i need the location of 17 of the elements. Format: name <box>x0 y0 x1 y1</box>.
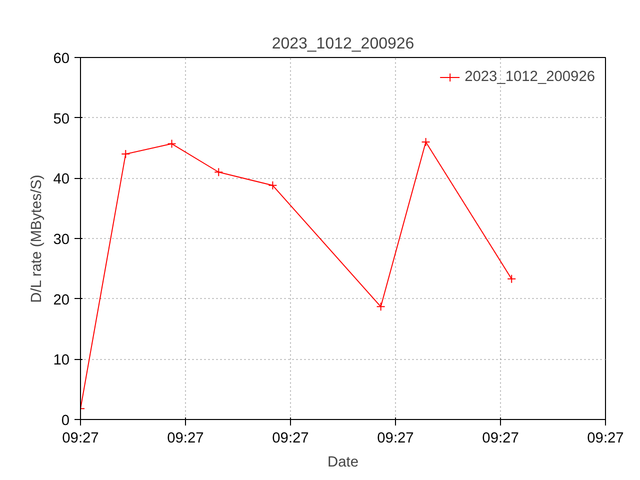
x-tick-label: 09:27 <box>482 430 519 446</box>
y-tick-label: 0 <box>61 413 70 429</box>
x-tick-label: 09:27 <box>62 430 99 446</box>
y-axis-title: D/L rate (MBytes/S) <box>29 174 46 303</box>
y-tick-label: 10 <box>53 352 70 369</box>
x-tick-label: 09:27 <box>377 430 414 446</box>
x-tick-label: 09:27 <box>272 430 309 446</box>
x-axis-title: Date <box>328 454 358 470</box>
y-tick-label: 30 <box>53 232 70 248</box>
y-tick-label: 40 <box>53 172 70 188</box>
chart-title: 2023_1012_200926 <box>272 36 414 52</box>
y-tick-label: 50 <box>53 111 70 128</box>
y-tick-label: 20 <box>53 292 70 308</box>
legend-label: 2023_1012_200926 <box>464 69 595 85</box>
x-tick-label: 09:27 <box>167 430 204 446</box>
y-tick-label: 60 <box>53 51 70 67</box>
x-tick-label: 09:27 <box>587 430 624 446</box>
